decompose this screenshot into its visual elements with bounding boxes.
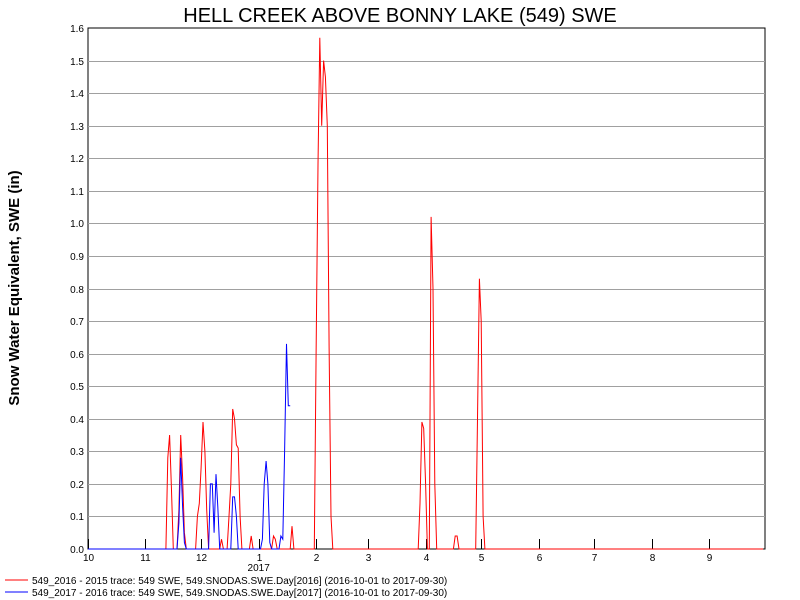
y-axis-label: Snow Water Equivalent, SWE (in): [6, 170, 23, 405]
x-tick-label: 5: [479, 553, 485, 564]
x-tick-label: 6: [537, 553, 543, 564]
y-tick-label: 0.9: [70, 252, 84, 263]
y-tick-label: 0.2: [70, 480, 84, 491]
chart-title: HELL CREEK ABOVE BONNY LAKE (549) SWE: [183, 5, 617, 27]
x-tick-label: 3: [366, 553, 372, 564]
x-tick-label: 8: [650, 553, 656, 564]
legend: 549_2016 - 2015 trace: 549 SWE, 549.SNOD…: [5, 576, 447, 599]
x-tick-label: 7: [592, 553, 598, 564]
y-tick-label: 0.7: [70, 317, 84, 328]
y-tick-label: 0.3: [70, 447, 84, 458]
y-tick-label: 0.6: [70, 350, 84, 361]
y-tick-labels: 0.0 0.1 0.2 0.3 0.4 0.5 0.6 0.7 0.8 0.9 1.0 1.1 1.2 1…: [70, 24, 84, 556]
x-tick-label: 9: [707, 553, 713, 564]
y-tick-label: 1.4: [70, 89, 84, 100]
series-line-1: [88, 37, 764, 550]
legend-label-1: 549_2016 - 2015 trace: 549 SWE, 549.SNOD…: [32, 576, 447, 587]
x-tick-label: 10: [83, 553, 95, 564]
y-tick-label: 0.5: [70, 382, 84, 393]
series-line-2: [88, 343, 291, 550]
y-tick-label: 1.6: [70, 24, 84, 35]
x-tick-label: 1: [257, 553, 263, 564]
x-tick-label: 4: [424, 553, 430, 564]
y-tick-label: 0.0: [70, 545, 84, 556]
legend-label-2: 549_2017 - 2016 trace: 549 SWE, 549.SNOD…: [32, 588, 447, 599]
x-year-label: 2017: [248, 563, 271, 574]
plot-area: [87, 27, 766, 550]
x-tick-label: 2: [314, 553, 320, 564]
y-tick-label: 0.4: [70, 415, 84, 426]
x-tick-label: 11: [140, 553, 151, 564]
y-tick-label: 1.3: [70, 122, 84, 133]
x-tick-label: 12: [196, 553, 208, 564]
y-tick-label: 0.8: [70, 285, 84, 296]
grid-lines: [88, 61, 765, 549]
y-tick-label: 1.2: [70, 154, 84, 165]
y-tick-label: 1.1: [70, 187, 84, 198]
y-tick-label: 1.0: [70, 219, 84, 230]
series-lines: [88, 37, 764, 550]
y-tick-label: 0.1: [70, 512, 84, 523]
y-tick-label: 1.5: [70, 57, 84, 68]
